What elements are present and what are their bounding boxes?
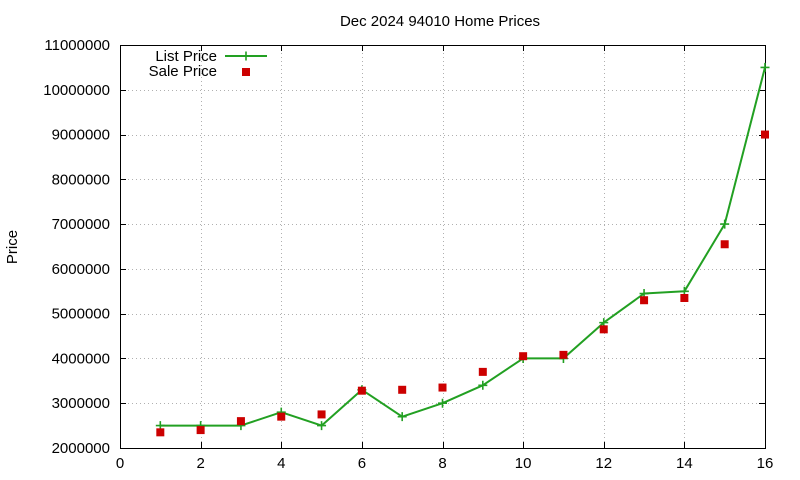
y-tick-label: 11000000: [44, 37, 110, 54]
axis-ticks: [120, 45, 766, 449]
list-price-point: [760, 62, 770, 72]
y-tick-label: 10000000: [43, 82, 110, 99]
x-tick-label: 14: [676, 455, 693, 472]
sale-price-point: [478, 367, 487, 376]
x-tick-label: 12: [595, 455, 612, 472]
series: [155, 62, 770, 437]
y-tick-label: 4000000: [52, 350, 110, 367]
sale-price-point: [236, 417, 245, 426]
x-tick-label: 10: [515, 455, 532, 472]
legend-marker-list-price: [241, 51, 251, 61]
list-price-point: [720, 219, 730, 229]
sale-price-point: [720, 240, 729, 249]
y-tick-labels: 2000000 3000000 4000000 5000000 6000000 70000…: [43, 37, 110, 457]
y-tick-label: 2000000: [52, 440, 110, 457]
list-price-point: [438, 398, 447, 408]
legend: List Price Sale Price: [149, 48, 267, 80]
legend-label-sale-price: Sale Price: [149, 63, 217, 80]
list-price-point: [317, 421, 327, 431]
sale-price-point: [156, 428, 165, 437]
list-price-point: [478, 380, 488, 390]
sale-price-point: [196, 426, 205, 435]
sale-price-point: [317, 410, 326, 419]
x-tick-label: 0: [116, 455, 124, 472]
sale-price-point: [398, 385, 407, 394]
x-tick-label: 8: [438, 455, 446, 472]
sale-price-point: [761, 130, 769, 139]
sale-price-point: [519, 352, 528, 361]
x-tick-label: 16: [757, 455, 774, 472]
sale-price-point: [680, 293, 689, 302]
list-price-line: [160, 67, 766, 427]
y-tick-label: 3000000: [52, 395, 110, 412]
sale-price-point: [277, 412, 286, 421]
sale-price-point: [559, 350, 568, 359]
y-tick-label: 6000000: [52, 261, 110, 278]
x-tick-label: 2: [196, 455, 204, 472]
y-tick-label: 9000000: [52, 127, 110, 144]
sale-price-point: [599, 325, 608, 334]
list-price-point: [397, 412, 407, 422]
legend-label-list-price: List Price: [155, 48, 217, 65]
sale-price-point: [640, 296, 649, 305]
legend-plus: [241, 51, 251, 61]
y-axis-label: Price: [4, 230, 21, 264]
y-tick-label: 8000000: [52, 171, 110, 188]
x-tick-label: 6: [358, 455, 366, 472]
sale-price-point: [438, 383, 447, 392]
x-tick-label: 4: [277, 455, 285, 472]
y-tick-label: 7000000: [52, 216, 110, 233]
chart-title: Dec 2024 94010 Home Prices: [340, 13, 540, 30]
sale-price-point: [357, 386, 366, 395]
x-tick-labels: 0 2 4 6 8 10 12 14 16: [116, 455, 774, 472]
legend-marker-sale-price: [242, 68, 250, 76]
y-tick-label: 5000000: [52, 306, 110, 323]
